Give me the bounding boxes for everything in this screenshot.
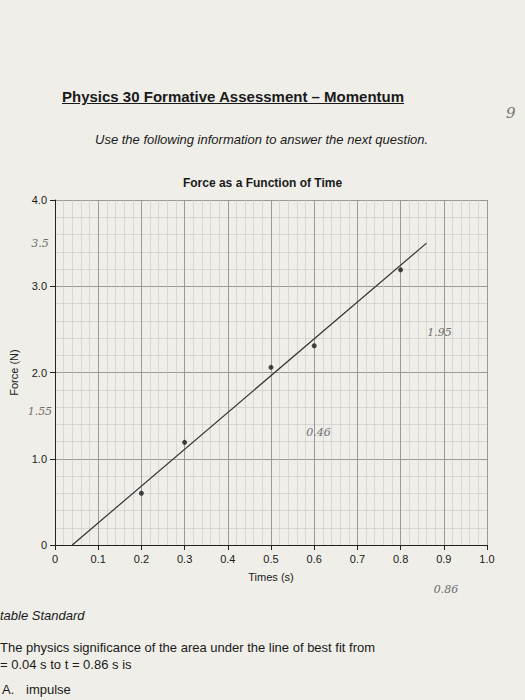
svg-text:0: 0	[41, 539, 47, 551]
svg-text:2.0: 2.0	[32, 367, 47, 379]
html-text:The physics significance of th: The physics significance of the area und…	[0, 640, 375, 655]
svg-text:Times (s): Times (s)	[248, 571, 293, 583]
svg-text:0.8: 0.8	[393, 553, 408, 565]
html-text:9: 9	[506, 104, 516, 122]
html-text:= 0.04 s to t = 0.86 s is: = 0.04 s to t = 0.86 s is	[0, 657, 132, 672]
html-text:Use the following information: Use the following information to answer …	[95, 132, 429, 147]
svg-text:Force as a Function of Time: Force as a Function of Time	[183, 176, 342, 190]
html-text:table Standard: table Standard	[0, 608, 85, 623]
svg-text:1.0: 1.0	[32, 453, 47, 465]
svg-text:Force (N): Force (N)	[8, 349, 20, 395]
svg-text:0.9: 0.9	[436, 553, 451, 565]
svg-text:3.5: 3.5	[31, 237, 49, 250]
svg-text:0: 0	[52, 553, 58, 565]
svg-text:0.46: 0.46	[306, 426, 331, 439]
svg-text:0.7: 0.7	[350, 553, 365, 565]
svg-text:0.3: 0.3	[177, 553, 192, 565]
html-text:Physics 30 Formative Assessmen: Physics 30 Formative Assessment – Moment…	[62, 88, 405, 105]
svg-text:3.0: 3.0	[32, 280, 47, 292]
svg-text:0.5: 0.5	[263, 553, 278, 565]
html-text:impulse: impulse	[26, 682, 71, 697]
svg-text:0.1: 0.1	[91, 553, 106, 565]
svg-text:1.95: 1.95	[427, 326, 452, 339]
svg-text:0.6: 0.6	[307, 553, 322, 565]
html-text:A.: A.	[2, 682, 15, 697]
svg-text:4.0: 4.0	[32, 194, 47, 206]
svg-text:0.2: 0.2	[134, 553, 149, 565]
svg-text:1.0: 1.0	[479, 553, 494, 565]
svg-text:0.4: 0.4	[220, 553, 235, 565]
svg-text:1.55: 1.55	[28, 405, 53, 418]
svg-text:0.86: 0.86	[434, 583, 459, 596]
